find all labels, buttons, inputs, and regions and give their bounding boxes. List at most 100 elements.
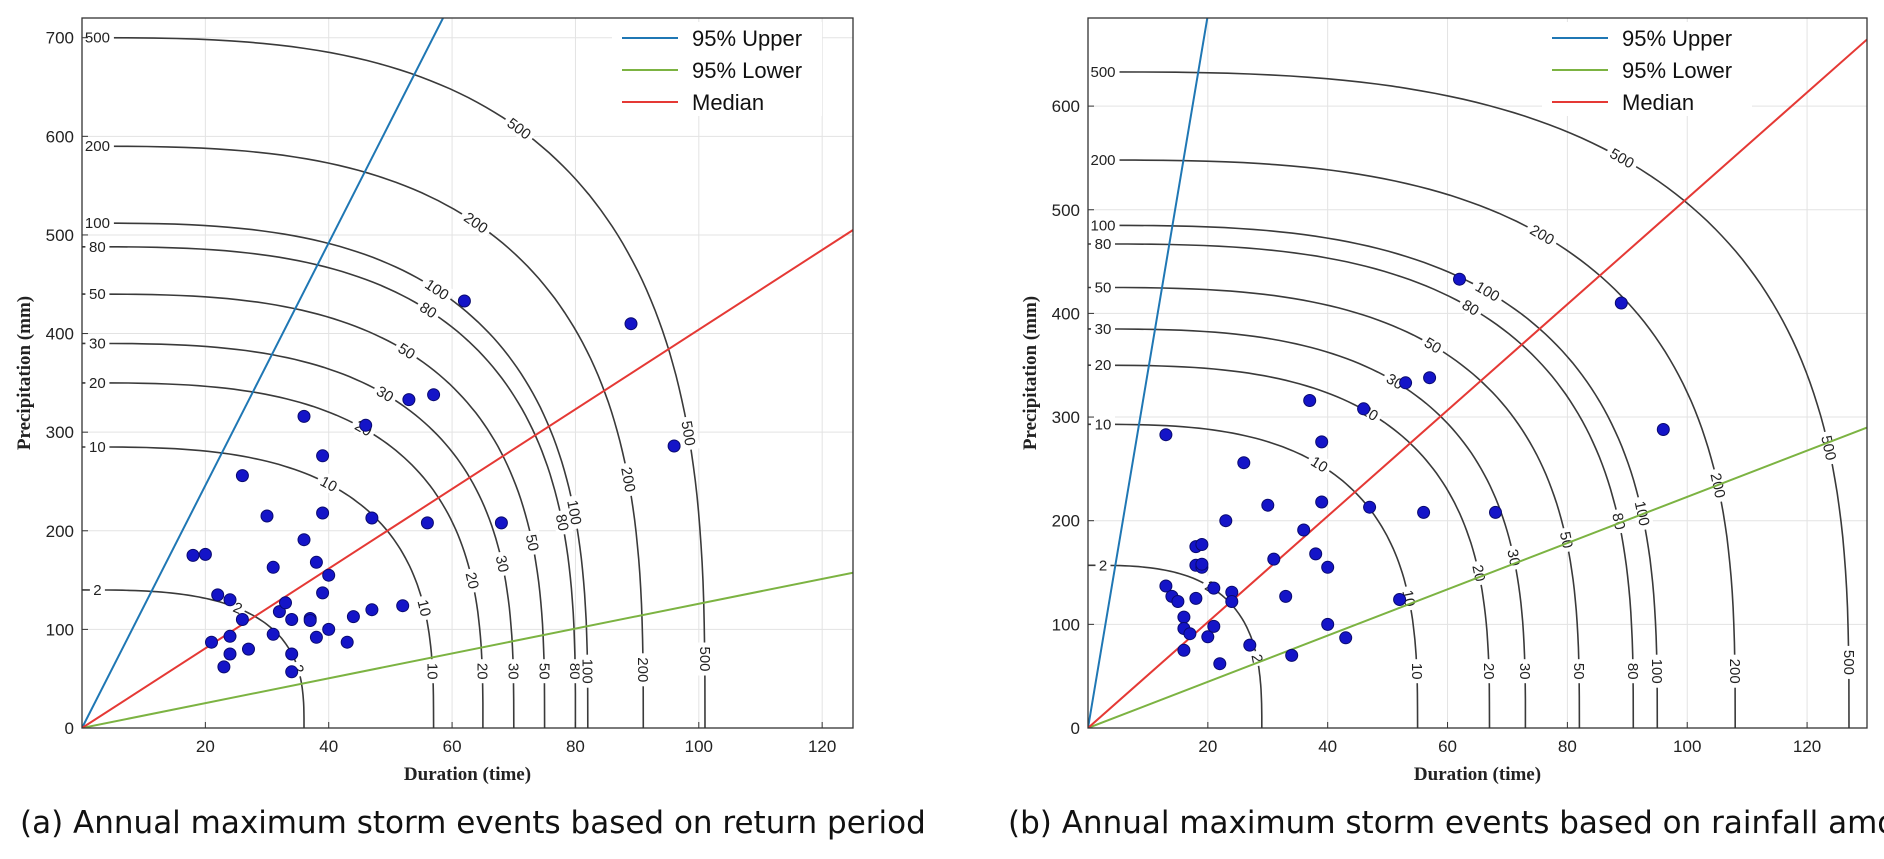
contour-label-bg: [1088, 62, 1120, 80]
contour-label: 50: [1095, 280, 1112, 297]
contour-label-group: 20: [1480, 659, 1498, 684]
data-point: [1399, 376, 1413, 390]
contour-label-bg: [82, 28, 114, 46]
contour-label: 500: [696, 646, 713, 671]
legend: 95% Upper 95% Lower Median: [612, 22, 822, 116]
contour-label-group: 80: [1091, 235, 1115, 253]
data-point: [285, 665, 299, 679]
contour-label-group: 30: [1516, 659, 1534, 684]
contour-label: 80: [552, 513, 572, 533]
data-point: [279, 596, 292, 610]
x-tick-label: 60: [443, 737, 462, 756]
contour-label-bg: [1625, 659, 1642, 684]
contour-label-group: 10: [414, 594, 436, 622]
contour-label-bg: [370, 380, 400, 408]
contour-label-bg: [1469, 275, 1507, 307]
data-point: [1207, 581, 1221, 595]
contour-label-group: 100: [579, 654, 597, 688]
contour-label-group: 80: [1624, 659, 1642, 684]
contour-label-group: 500: [696, 642, 714, 676]
contour-label-bg: [505, 659, 523, 684]
contour-label-group: 50: [85, 285, 110, 303]
data-point: [1177, 610, 1191, 624]
contour-label-bg: [85, 285, 110, 303]
data-point: [1177, 643, 1191, 657]
data-point: [297, 409, 311, 423]
legend-label: Median: [1622, 90, 1694, 115]
data-point: [1159, 579, 1173, 593]
contour-label-group: 20: [473, 659, 492, 684]
contour-label-group: 20: [1091, 356, 1115, 374]
data-point: [1213, 657, 1227, 671]
contour-label: 2: [93, 582, 101, 599]
contour-label-group: 50: [1418, 331, 1448, 359]
contour-label-bg: [1523, 218, 1561, 251]
contour-label-bg: [1247, 649, 1268, 668]
contour-label: 30: [89, 335, 106, 352]
y-tick-label: 200: [46, 522, 74, 541]
data-point: [494, 516, 508, 530]
data-point: [1279, 589, 1293, 603]
plot-area: [1088, 18, 1867, 728]
contour-label: 50: [1421, 334, 1444, 357]
contour-label: 200: [1726, 659, 1743, 684]
contour-label: 80: [416, 299, 439, 322]
contour-label-group: 500: [677, 415, 701, 451]
x-tick-label: 60: [1438, 737, 1457, 756]
data-point: [1489, 505, 1502, 519]
series-line: [1088, 38, 1867, 728]
legend-label: 95% Upper: [692, 26, 802, 51]
contour-label: 50: [535, 663, 552, 680]
contour-label: 200: [634, 657, 651, 682]
contour-label-group: 500: [1088, 62, 1120, 81]
contour-label: 20: [462, 571, 482, 591]
contour-label-bg: [1556, 526, 1578, 554]
contour-label: 30: [492, 554, 512, 574]
contour-label: 50: [1570, 663, 1587, 680]
contour-label-group: 30: [492, 550, 514, 578]
contour-label-bg: [461, 566, 484, 595]
contour-label-bg: [1517, 659, 1534, 684]
contour-label-group: 10: [85, 438, 110, 456]
contour-label-group: 100: [82, 214, 114, 232]
y-tick-label: 600: [46, 127, 74, 146]
ticks-group: 20 40 60 80 100 120 0 100 200 300 400 500 600: [1052, 97, 1822, 756]
data-point: [1315, 495, 1329, 509]
data-point: [1267, 552, 1281, 566]
data-point: [667, 439, 681, 453]
data-point: [1357, 402, 1371, 416]
contour-label-group: 80: [1608, 507, 1631, 535]
contour-label-group: 30: [370, 380, 400, 408]
contour-label: 10: [414, 598, 434, 618]
contour-label-group: 50: [1570, 659, 1588, 684]
contour-label: 100: [563, 499, 584, 527]
data-point: [309, 630, 323, 644]
data-point: [359, 418, 373, 432]
data-point: [272, 605, 286, 619]
data-point: [297, 533, 311, 547]
data-point: [1159, 428, 1173, 442]
data-point: [396, 599, 410, 613]
contour-label-bg: [1398, 584, 1421, 612]
y-tick-label: 0: [1071, 719, 1080, 738]
contour-label-bg: [677, 415, 701, 451]
contour-label: 80: [566, 663, 583, 680]
contour-label-bg: [696, 642, 714, 676]
y-tick-label: 400: [46, 325, 74, 344]
contour-label-bg: [1571, 659, 1588, 684]
data-point: [186, 548, 200, 562]
contour-label: 20: [1468, 563, 1488, 583]
data-point: [316, 449, 330, 463]
data-point: [1243, 638, 1257, 652]
contour-label-group: 100: [1088, 216, 1120, 234]
y-tick-label: 100: [46, 620, 74, 639]
contour-label-bg: [1091, 235, 1115, 252]
contour-label-group: 200: [617, 461, 641, 498]
y-tick-label: 300: [46, 423, 74, 442]
contour-label-bg: [82, 137, 114, 155]
data-point: [1393, 593, 1407, 606]
contour-label-bg: [85, 237, 110, 255]
contour-label: 200: [85, 138, 110, 155]
contour-label: 500: [1840, 650, 1857, 675]
